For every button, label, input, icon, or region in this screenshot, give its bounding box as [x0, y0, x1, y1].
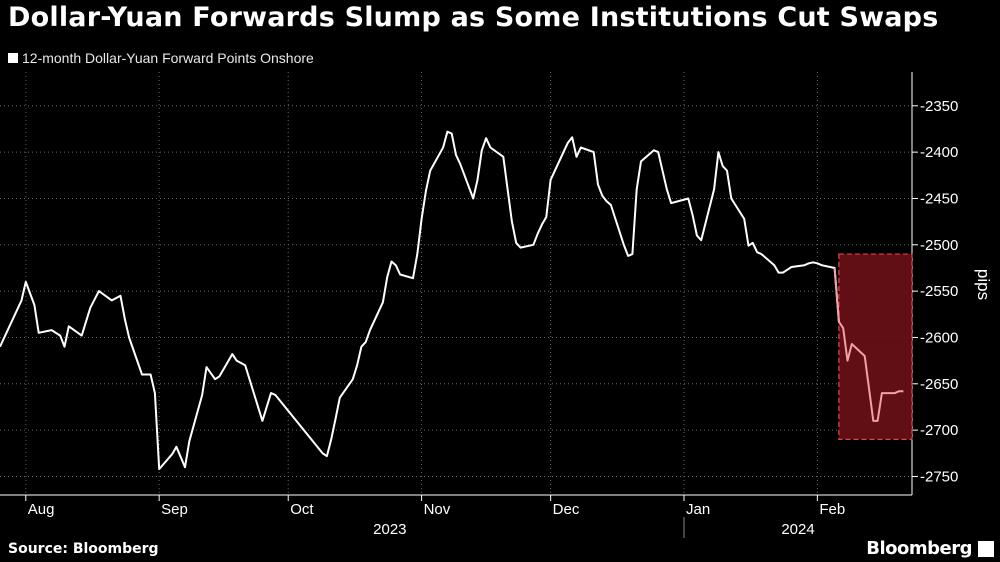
y-tick-label: -2650 — [920, 376, 958, 393]
y-tick-label: -2600 — [920, 329, 958, 346]
bloomberg-logo-icon — [978, 541, 994, 557]
bloomberg-logo: Bloomberg — [866, 538, 972, 559]
y-tick-label: -2550 — [920, 283, 958, 300]
x-tick-label: Dec — [553, 501, 580, 518]
series-line-highlighted — [833, 267, 904, 422]
y-tick-label: -2450 — [920, 190, 958, 207]
y-axis-label: pips — [974, 269, 993, 300]
legend: 12-month Dollar-Yuan Forward Points Onsh… — [8, 50, 314, 66]
y-tick-label: -2400 — [920, 144, 958, 161]
highlight-box — [838, 253, 913, 440]
legend-label: 12-month Dollar-Yuan Forward Points Onsh… — [22, 50, 314, 66]
legend-swatch — [8, 53, 18, 63]
year-label: 2023 — [373, 521, 406, 538]
y-tick-label: -2700 — [920, 422, 958, 439]
y-tick-label: -2750 — [920, 468, 958, 485]
chart-title: Dollar-Yuan Forwards Slump as Some Insti… — [8, 2, 939, 33]
x-tick-label: Aug — [28, 501, 55, 518]
y-tick-label: -2350 — [920, 98, 958, 115]
series-line — [0, 130, 840, 471]
y-tick-label: -2500 — [920, 237, 958, 254]
x-tick-label: Oct — [290, 501, 314, 518]
source-note: Source: Bloomberg — [8, 541, 159, 557]
x-tick-label: Feb — [819, 501, 845, 518]
year-label: 2024 — [781, 521, 814, 538]
x-tick-label: Jan — [686, 501, 710, 518]
x-tick-label: Sep — [161, 501, 188, 518]
x-tick-label: Nov — [424, 501, 451, 518]
